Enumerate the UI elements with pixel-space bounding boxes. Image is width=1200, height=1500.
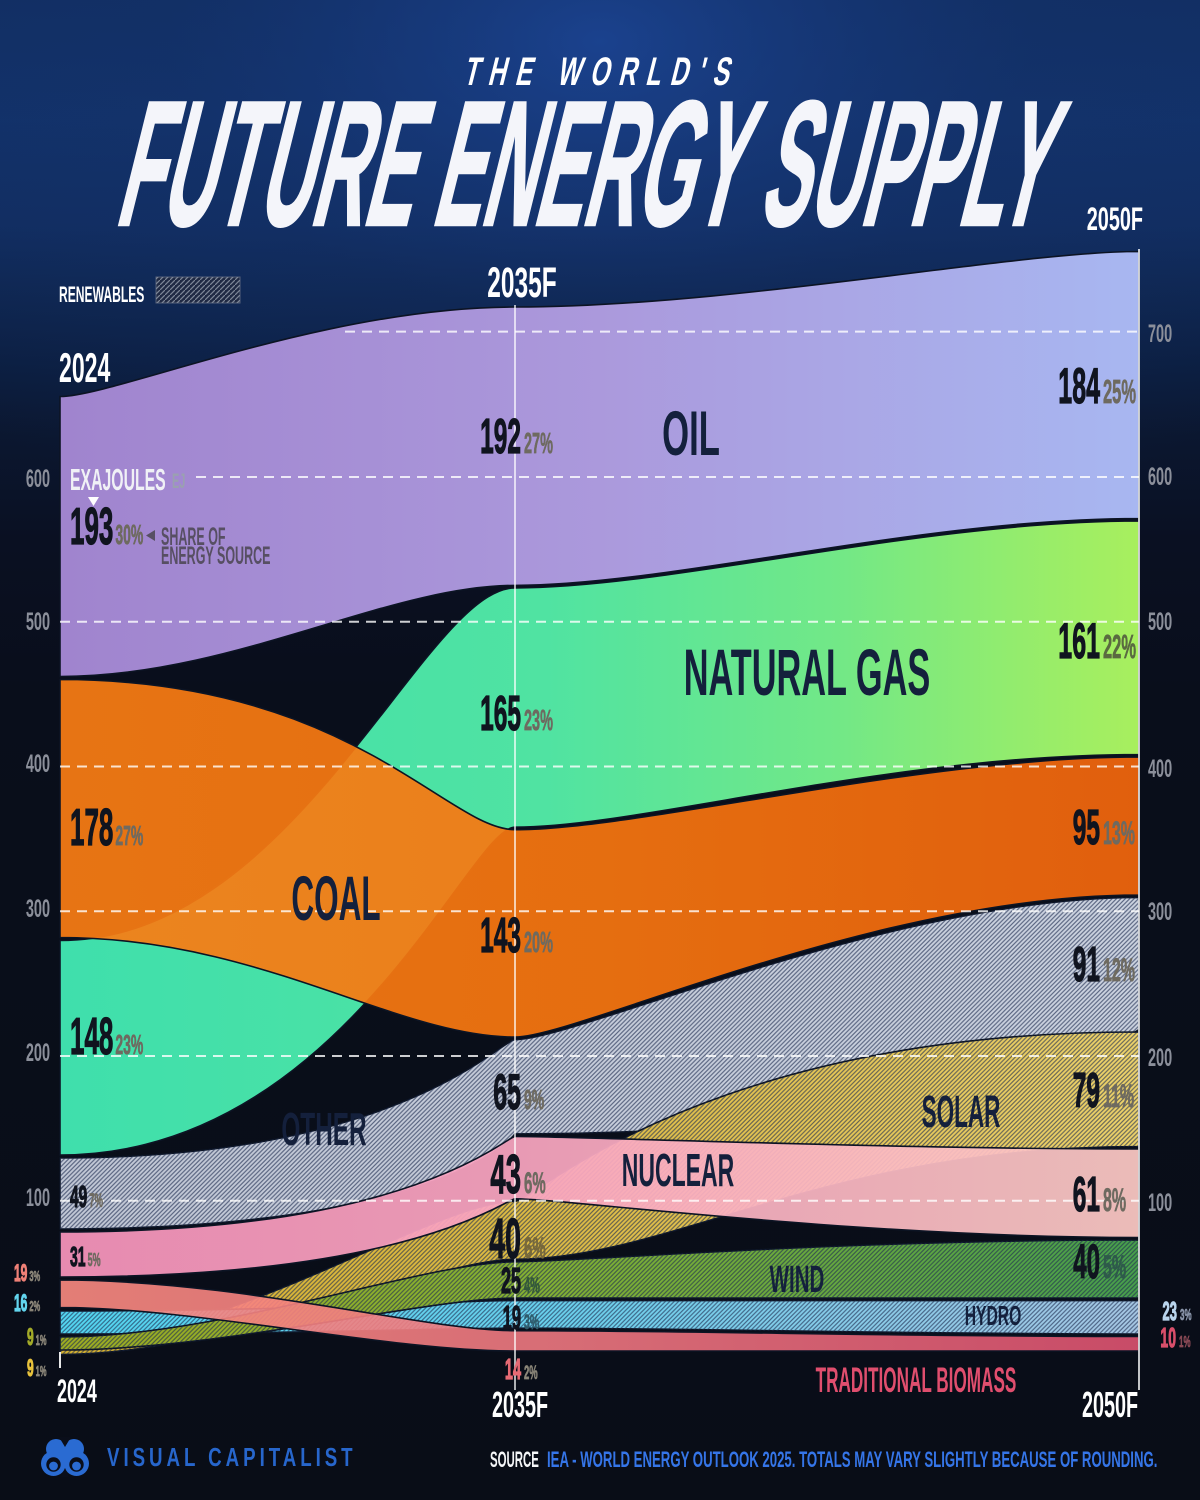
svg-text:100: 100 xyxy=(26,1185,50,1212)
svg-text:25%: 25% xyxy=(1103,373,1136,411)
svg-text:1%: 1% xyxy=(36,1331,47,1349)
svg-text:2024: 2024 xyxy=(59,345,110,392)
svg-text:193: 193 xyxy=(70,497,113,555)
svg-text:3%: 3% xyxy=(29,1267,40,1285)
svg-text:9: 9 xyxy=(27,1325,34,1352)
svg-text:5%: 5% xyxy=(1103,1250,1126,1285)
svg-text:79: 79 xyxy=(1073,1064,1100,1118)
svg-text:600: 600 xyxy=(1148,464,1172,491)
svg-text:TRADITIONAL BIOMASS: TRADITIONAL BIOMASS xyxy=(816,1360,1017,1399)
svg-text:OIL: OIL xyxy=(662,398,720,469)
svg-text:9: 9 xyxy=(27,1356,34,1383)
svg-text:11%: 11% xyxy=(1103,1079,1134,1114)
svg-text:9%: 9% xyxy=(524,1084,544,1116)
svg-text:27%: 27% xyxy=(524,426,553,459)
svg-text:19: 19 xyxy=(503,1299,521,1337)
svg-text:2050F: 2050F xyxy=(1082,1386,1138,1426)
svg-text:THE WORLD'S: THE WORLD'S xyxy=(460,50,746,95)
svg-text:ENERGY SOURCE: ENERGY SOURCE xyxy=(161,542,270,570)
svg-text:FUTURE ENERGY SUPPLY: FUTURE ENERGY SUPPLY xyxy=(104,64,1082,263)
svg-text:600: 600 xyxy=(26,466,50,493)
svg-text:200: 200 xyxy=(26,1040,50,1067)
svg-text:400: 400 xyxy=(26,751,50,778)
svg-text:8%: 8% xyxy=(1103,1183,1126,1218)
svg-text:161: 161 xyxy=(1058,614,1100,670)
svg-text:NUCLEAR: NUCLEAR xyxy=(622,1144,734,1196)
svg-text:3%: 3% xyxy=(1180,1306,1192,1324)
svg-text:EJ: EJ xyxy=(172,469,185,493)
svg-text:95: 95 xyxy=(1073,801,1100,855)
svg-text:200: 200 xyxy=(1148,1045,1172,1072)
svg-text:165: 165 xyxy=(480,687,521,741)
svg-text:1%: 1% xyxy=(1179,1333,1191,1351)
svg-text:2050F: 2050F xyxy=(1087,201,1143,237)
svg-text:61: 61 xyxy=(1073,1168,1100,1222)
svg-text:2035F: 2035F xyxy=(487,259,556,307)
svg-text:148: 148 xyxy=(70,1007,113,1065)
svg-text:3%: 3% xyxy=(524,1310,539,1334)
svg-text:40: 40 xyxy=(489,1206,521,1271)
svg-text:31: 31 xyxy=(70,1241,86,1273)
svg-text:700: 700 xyxy=(1148,321,1172,348)
svg-text:12%: 12% xyxy=(1103,953,1135,988)
svg-text:7%: 7% xyxy=(89,1191,103,1213)
svg-text:65: 65 xyxy=(493,1065,521,1121)
svg-text:SOURCE: SOURCE xyxy=(490,1447,539,1472)
svg-text:23%: 23% xyxy=(524,703,553,736)
svg-text:184: 184 xyxy=(1058,359,1100,415)
svg-text:10: 10 xyxy=(1160,1322,1176,1354)
svg-text:SOLAR: SOLAR xyxy=(922,1087,1001,1138)
svg-text:91: 91 xyxy=(1073,938,1100,992)
svg-text:2%: 2% xyxy=(29,1297,40,1315)
svg-text:300: 300 xyxy=(1148,899,1172,926)
svg-text:IEA - WORLD ENERGY OUTLOOK 202: IEA - WORLD ENERGY OUTLOOK 2025. TOTALS … xyxy=(547,1448,1157,1472)
svg-text:NATURAL GAS: NATURAL GAS xyxy=(684,636,931,710)
svg-text:500: 500 xyxy=(26,609,50,636)
svg-text:16: 16 xyxy=(14,1291,27,1318)
svg-text:400: 400 xyxy=(1148,756,1172,783)
svg-text:6%: 6% xyxy=(524,1233,546,1266)
svg-text:23%: 23% xyxy=(115,1029,143,1061)
svg-text:COAL: COAL xyxy=(291,863,380,934)
svg-text:SHARE OF: SHARE OF xyxy=(161,523,226,551)
svg-text:25: 25 xyxy=(501,1261,521,1301)
svg-text:49: 49 xyxy=(70,1180,87,1214)
svg-text:EXAJOULES: EXAJOULES xyxy=(70,464,166,498)
svg-text:40: 40 xyxy=(1073,1236,1100,1289)
svg-text:22%: 22% xyxy=(1103,628,1136,666)
svg-text:178: 178 xyxy=(70,798,113,856)
svg-text:30%: 30% xyxy=(115,519,143,551)
svg-text:500: 500 xyxy=(1148,609,1172,636)
svg-text:43: 43 xyxy=(490,1145,521,1206)
svg-text:300: 300 xyxy=(26,896,50,923)
svg-text:100: 100 xyxy=(1148,1190,1172,1217)
svg-text:20%: 20% xyxy=(524,925,553,958)
svg-text:WIND: WIND xyxy=(770,1258,825,1300)
svg-text:HYDRO: HYDRO xyxy=(965,1299,1022,1331)
svg-text:2024: 2024 xyxy=(57,1375,97,1410)
svg-text:27%: 27% xyxy=(115,820,143,852)
svg-text:2035F: 2035F xyxy=(492,1386,548,1426)
svg-text:OTHER: OTHER xyxy=(281,1104,366,1155)
svg-text:1%: 1% xyxy=(36,1362,47,1380)
svg-text:13%: 13% xyxy=(1103,816,1135,851)
svg-text:192: 192 xyxy=(480,410,521,464)
svg-text:5%: 5% xyxy=(88,1251,101,1271)
svg-text:23: 23 xyxy=(1163,1297,1177,1326)
svg-text:2%: 2% xyxy=(524,1363,538,1385)
svg-text:RENEWABLES: RENEWABLES xyxy=(59,282,144,307)
svg-text:4%: 4% xyxy=(524,1273,540,1298)
svg-text:6%: 6% xyxy=(524,1168,546,1201)
svg-text:143: 143 xyxy=(480,909,521,963)
svg-text:14: 14 xyxy=(505,1352,521,1385)
svg-text:19: 19 xyxy=(14,1261,27,1288)
svg-text:VISUAL CAPITALIST: VISUAL CAPITALIST xyxy=(107,1442,357,1472)
